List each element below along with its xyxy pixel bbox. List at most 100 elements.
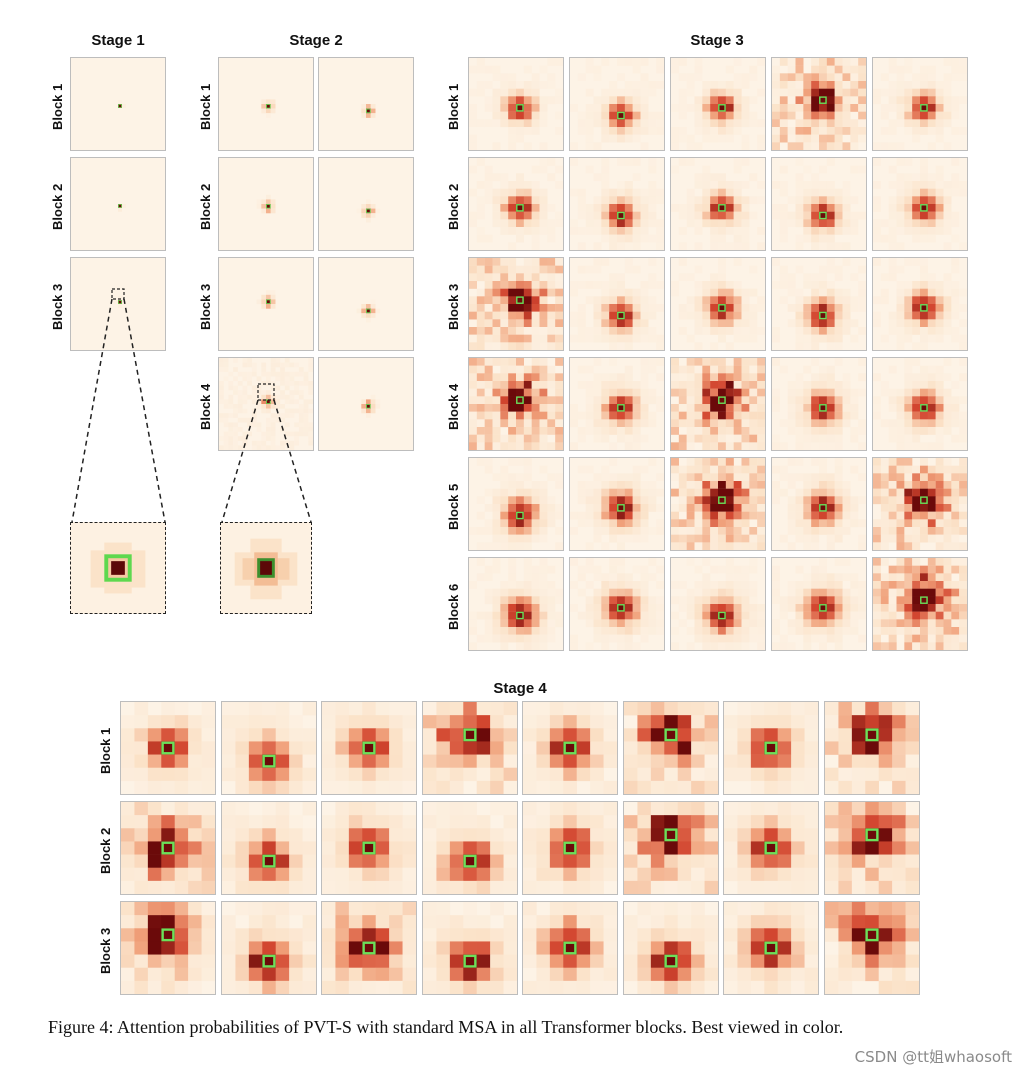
zoom-inset-1-heatmap xyxy=(71,523,165,613)
stage1-heatmap xyxy=(118,100,126,108)
stage2-attention-map xyxy=(318,57,414,151)
stage3-attention-map xyxy=(670,257,766,351)
stage1-attention-map xyxy=(70,257,166,351)
stage4-attention-map xyxy=(723,901,819,995)
stage3-heatmap xyxy=(469,358,563,450)
stage3-heatmap xyxy=(570,158,664,250)
query-marker xyxy=(118,300,122,304)
query-marker xyxy=(920,204,928,212)
stage4-attention-map xyxy=(421,701,518,795)
query-marker xyxy=(663,728,678,742)
stage4-heatmap xyxy=(523,902,617,994)
stage3-attention-map xyxy=(872,557,968,651)
stage3-row-label: Block 4 xyxy=(446,383,461,430)
stage4-attention-map xyxy=(823,801,920,895)
query-marker xyxy=(718,496,726,504)
stage4-heatmap xyxy=(824,902,919,994)
stage2-attention-map xyxy=(318,257,414,351)
stage3-heatmap xyxy=(570,458,664,550)
stage3-row-label: Block 6 xyxy=(446,583,461,630)
stage3-attention-map xyxy=(670,557,766,651)
query-marker xyxy=(819,96,827,104)
stage3-heatmap xyxy=(469,258,563,350)
stage3-attention-map xyxy=(771,357,867,451)
stage3-attention-map xyxy=(670,157,766,251)
stage2-attention-map xyxy=(318,357,414,451)
figure-caption: Figure 4: Attention probabilities of PVT… xyxy=(48,1017,844,1037)
stage4-attention-map xyxy=(321,801,417,895)
stage4-heatmap xyxy=(322,902,416,994)
query-marker xyxy=(718,611,726,620)
stage4-heatmap xyxy=(221,902,316,994)
query-marker xyxy=(362,741,376,755)
query-marker xyxy=(366,404,371,409)
query-marker xyxy=(864,928,879,942)
stage4-heatmap xyxy=(322,702,416,794)
stage3-attention-map xyxy=(771,557,867,651)
stage-2-zoom-inset xyxy=(220,522,312,614)
stage2-row-label: Block 3 xyxy=(198,283,213,330)
query-marker xyxy=(516,511,524,520)
query-marker xyxy=(617,404,625,412)
stage4-attention-map xyxy=(120,701,216,795)
stage3-attention-map xyxy=(872,157,968,251)
stage4-heatmap xyxy=(221,802,316,894)
stage2-attention-map xyxy=(218,57,314,151)
stage3-heatmap xyxy=(873,458,967,550)
stage3-heatmap xyxy=(570,358,664,450)
stage2-attention-map xyxy=(218,357,314,451)
stage1-attention-map xyxy=(70,57,166,151)
stage4-attention-map xyxy=(321,701,417,795)
stage3-heatmap xyxy=(772,358,866,450)
stage3-attention-map xyxy=(468,457,564,551)
stage4-heatmap xyxy=(724,902,818,994)
stage2-heatmap xyxy=(361,394,381,418)
stage4-heatmap xyxy=(422,902,517,994)
query-marker xyxy=(819,211,827,220)
stage3-attention-map xyxy=(771,257,867,351)
query-marker xyxy=(563,841,577,855)
stage3-attention-map xyxy=(468,57,564,151)
stage1-row-label: Block 1 xyxy=(50,83,65,130)
stage3-heatmap xyxy=(772,158,866,250)
stage1-row-label: Block 3 xyxy=(50,283,65,330)
watermark: CSDN @tt姐whaosoft xyxy=(854,1048,1012,1066)
query-marker xyxy=(366,108,371,114)
query-marker xyxy=(563,941,577,955)
query-marker xyxy=(718,204,726,212)
query-marker xyxy=(718,104,726,112)
stage3-heatmap xyxy=(469,158,563,250)
stage3-heatmap xyxy=(671,458,765,550)
stage3-attention-map xyxy=(771,457,867,551)
query-marker xyxy=(617,311,625,320)
stage4-attention-map xyxy=(220,801,317,895)
query-marker xyxy=(663,828,678,842)
query-marker xyxy=(563,741,577,755)
query-marker xyxy=(920,304,928,312)
stage2-attention-map xyxy=(318,157,414,251)
stage4-attention-map xyxy=(622,701,719,795)
stage4-heatmap xyxy=(523,802,617,894)
stage3-attention-map xyxy=(569,257,665,351)
query-marker xyxy=(516,296,524,304)
stage2-row-label: Block 2 xyxy=(198,183,213,230)
stage3-attention-map xyxy=(569,357,665,451)
stage4-attention-map xyxy=(220,901,317,995)
stage4-attention-map xyxy=(120,901,216,995)
stage4-attention-map xyxy=(421,901,518,995)
query-marker xyxy=(462,854,477,868)
query-marker xyxy=(617,604,625,612)
stage3-attention-map xyxy=(872,57,968,151)
stage3-row-label: Block 2 xyxy=(446,183,461,230)
query-marker xyxy=(462,728,477,742)
stage4-heatmap xyxy=(523,702,617,794)
stage4-attention-map xyxy=(321,901,417,995)
query-marker xyxy=(462,954,477,968)
stage4-heatmap xyxy=(623,702,718,794)
stage4-row-label: Block 2 xyxy=(98,827,113,874)
query-marker xyxy=(864,828,879,842)
stage3-heatmap xyxy=(570,258,664,350)
query-marker xyxy=(920,496,928,504)
stage2-heatmap xyxy=(256,194,276,214)
stage4-heatmap xyxy=(221,702,316,794)
